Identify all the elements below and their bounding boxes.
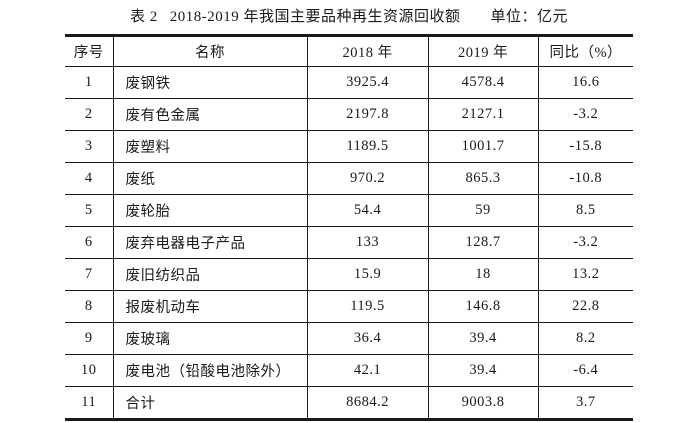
col-header-index: 序号 [65,35,114,67]
name-cell: 合计 [113,386,308,420]
row-index-cell: 3 [65,130,114,163]
value-2019-cell: 59 [428,194,539,227]
value-2018-cell: 133 [307,226,429,259]
value-2019-cell: 146.8 [428,290,539,323]
table-row: 6 废弃电器电子产品 133 128.7 -3.2 [65,226,633,259]
value-2018-cell: 15.9 [307,258,429,291]
yoy-cell: -3.2 [538,98,633,131]
row-index-cell: 6 [65,226,114,259]
row-index-cell: 10 [65,354,114,387]
value-2019-cell: 2127.1 [428,98,539,131]
yoy-cell: 8.5 [538,194,633,227]
value-2019-cell: 865.3 [428,162,539,195]
value-2018-cell: 8684.2 [307,386,429,420]
value-2018-cell: 36.4 [307,322,429,355]
value-2018-cell: 1189.5 [307,130,429,163]
table-caption: 表 2 2018-2019 年我国主要品种再生资源回收额 单位：亿元 [0,6,698,28]
row-index-cell: 8 [65,290,114,323]
value-2019-cell: 9003.8 [428,386,539,420]
table-row: 9 废玻璃 36.4 39.4 8.2 [65,322,633,355]
name-cell: 废纸 [113,162,308,195]
value-2019-cell: 4578.4 [428,66,539,99]
value-2019-cell: 1001.7 [428,130,539,163]
table-row: 7 废旧纺织品 15.9 18 13.2 [65,258,633,291]
name-cell: 废钢铁 [113,66,308,99]
col-header-2019: 2019 年 [428,35,539,67]
yoy-cell: -6.4 [538,354,633,387]
value-2019-cell: 18 [428,258,539,291]
value-2019-cell: 39.4 [428,322,539,355]
yoy-cell: -3.2 [538,226,633,259]
yoy-cell: 8.2 [538,322,633,355]
yoy-cell: 22.8 [538,290,633,323]
table-row: 5 废轮胎 54.4 59 8.5 [65,194,633,227]
name-cell: 废轮胎 [113,194,308,227]
name-cell: 废塑料 [113,130,308,163]
col-header-2018: 2018 年 [307,35,429,67]
value-2018-cell: 2197.8 [307,98,429,131]
table-row-total: 11 合计 8684.2 9003.8 3.7 [65,386,633,420]
row-index-cell: 4 [65,162,114,195]
yoy-cell: 16.6 [538,66,633,99]
row-index-cell: 5 [65,194,114,227]
value-2019-cell: 128.7 [428,226,539,259]
table-row: 1 废钢铁 3925.4 4578.4 16.6 [65,66,633,99]
col-header-yoy: 同比（%） [538,35,633,67]
row-index-cell: 2 [65,98,114,131]
name-cell: 废玻璃 [113,322,308,355]
col-header-name: 名称 [113,35,308,67]
yoy-cell: 13.2 [538,258,633,291]
table-row: 8 报废机动车 119.5 146.8 22.8 [65,290,633,323]
table-caption-label: 表 2 [129,9,158,25]
row-index-cell: 7 [65,258,114,291]
value-2018-cell: 970.2 [307,162,429,195]
table-caption-title: 2018-2019 年我国主要品种再生资源回收额 [169,9,461,25]
yoy-cell: -10.8 [538,162,633,195]
recycling-resources-table: 序号 名称 2018 年 2019 年 同比（%） 1 废钢铁 3925.4 4… [65,34,633,421]
name-cell: 废弃电器电子产品 [113,226,308,259]
table-row: 2 废有色金属 2197.8 2127.1 -3.2 [65,98,633,131]
name-cell: 报废机动车 [113,290,308,323]
table-row: 3 废塑料 1189.5 1001.7 -15.8 [65,130,633,163]
yoy-cell: 3.7 [538,386,633,420]
value-2018-cell: 54.4 [307,194,429,227]
value-2018-cell: 119.5 [307,290,429,323]
value-2018-cell: 42.1 [307,354,429,387]
table-header-row: 序号 名称 2018 年 2019 年 同比（%） [65,35,633,67]
name-cell: 废有色金属 [113,98,308,131]
yoy-cell: -15.8 [538,130,633,163]
name-cell: 废电池（铅酸电池除外） [113,354,308,387]
value-2019-cell: 39.4 [428,354,539,387]
row-index-cell: 1 [65,66,114,99]
table-row: 4 废纸 970.2 865.3 -10.8 [65,162,633,195]
row-index-cell: 11 [65,386,114,420]
value-2018-cell: 3925.4 [307,66,429,99]
table-caption-unit: 单位：亿元 [490,9,569,25]
name-cell: 废旧纺织品 [113,258,308,291]
row-index-cell: 9 [65,322,114,355]
table-row: 10 废电池（铅酸电池除外） 42.1 39.4 -6.4 [65,354,633,387]
